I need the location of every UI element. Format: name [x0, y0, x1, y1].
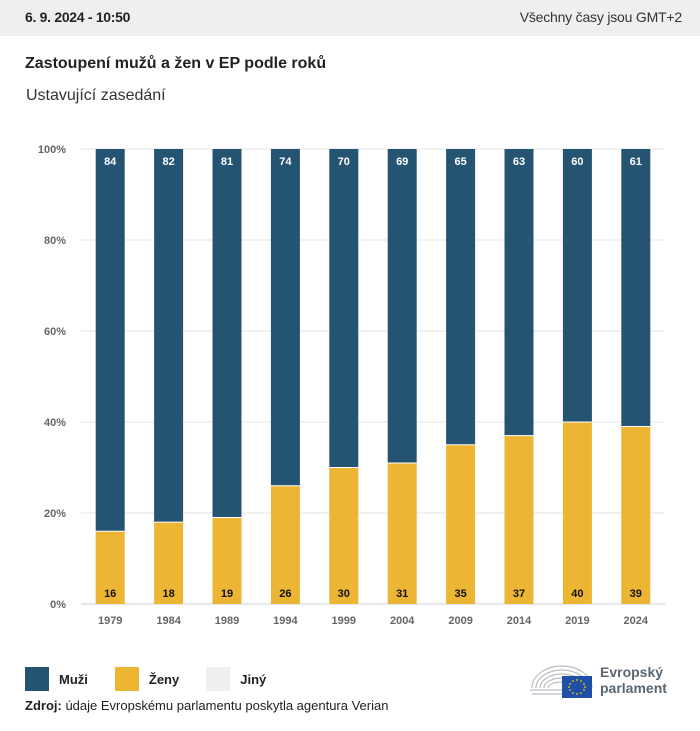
y-tick-label: 60% — [44, 326, 66, 338]
bar-men — [154, 149, 184, 523]
bar-women — [446, 444, 476, 604]
hemicycle-icon — [530, 665, 593, 698]
chart-subtitle: Ustavující zasedání — [26, 87, 166, 104]
data-label-men: 84 — [104, 156, 117, 168]
data-label-men: 69 — [396, 156, 408, 168]
y-tick-label: 40% — [44, 417, 66, 429]
bar-women — [387, 462, 417, 604]
data-label-women: 37 — [513, 588, 525, 600]
data-label-women: 16 — [104, 588, 116, 600]
legend-label-men: Muži — [59, 671, 88, 687]
source-label: Zdroj: — [25, 698, 62, 713]
bar-women — [95, 531, 125, 604]
bar-women — [621, 426, 651, 604]
bar-men — [562, 149, 592, 422]
bar-women — [154, 522, 184, 604]
bar-men — [446, 149, 476, 445]
legend-swatch-women — [114, 667, 139, 691]
y-tick-label: 20% — [44, 508, 66, 520]
legend-item-men[interactable]: Muži — [25, 667, 88, 691]
y-tick-label: 80% — [44, 235, 66, 247]
data-label-women: 31 — [396, 588, 408, 600]
data-label-men: 63 — [513, 156, 525, 168]
datetime: 6. 9. 2024 - 10:50 — [25, 9, 131, 25]
data-label-women: 35 — [454, 588, 466, 600]
bar-women — [270, 485, 300, 604]
y-tick-label: 0% — [50, 599, 66, 611]
data-label-men: 65 — [454, 156, 466, 168]
legend-item-women[interactable]: Ženy — [114, 667, 180, 691]
top-bar: 6. 9. 2024 - 10:50 Všechny časy jsou GMT… — [0, 0, 700, 36]
data-label-women: 40 — [571, 588, 583, 600]
bar-women — [329, 467, 359, 604]
y-tick-label: 100% — [38, 144, 66, 156]
x-tick-label: 2004 — [390, 615, 415, 627]
x-tick-label: 2009 — [448, 615, 472, 627]
bar-men — [212, 149, 242, 518]
legend-label-other: Jiný — [240, 671, 267, 687]
source-text: údaje Evropskému parlamentu poskytla age… — [61, 698, 389, 713]
data-label-women: 39 — [630, 588, 642, 600]
bars — [95, 149, 651, 604]
data-labels: 84 16 82 18 81 19 74 26 70 30 69 31 65 35 63 37 60 40 61 39 — [104, 156, 642, 600]
bar-men — [621, 149, 651, 427]
bar-women — [504, 435, 534, 604]
data-label-men: 70 — [338, 156, 350, 168]
y-axis: 0% 20% 40% 60% 80% 100% — [38, 144, 66, 611]
logo-line-1: Evropský — [600, 664, 664, 680]
x-tick-label: 1979 — [98, 615, 122, 627]
x-tick-label: 1994 — [273, 615, 298, 627]
data-label-men: 82 — [162, 156, 174, 168]
source-note: Zdroj: údaje Evropskému parlamentu posky… — [25, 698, 388, 713]
x-axis: 1979 1984 1989 1994 1999 2004 2009 2014 2019 2024 — [98, 615, 649, 627]
legend-item-other[interactable]: Jiný — [206, 667, 266, 691]
data-label-men: 81 — [221, 156, 233, 168]
bar-men — [329, 149, 359, 468]
timezone-note: Všechny časy jsou GMT+2 — [519, 9, 683, 25]
data-label-women: 18 — [162, 588, 174, 600]
data-label-women: 30 — [338, 588, 350, 600]
legend: Muži Ženy Jiný — [25, 667, 293, 691]
bar-women — [562, 422, 592, 604]
legend-swatch-other — [206, 667, 231, 691]
x-tick-label: 2014 — [507, 615, 532, 627]
x-tick-label: 1989 — [215, 615, 239, 627]
logo-text: Evropský parlament — [600, 664, 667, 696]
data-label-women: 19 — [221, 588, 233, 600]
chart-title: Zastoupení mužů a žen v EP podle roků — [25, 55, 327, 72]
stacked-bar-chart: 84 16 82 18 81 19 74 26 70 30 69 31 65 35 63 37 60 40 61 39… — [38, 144, 665, 627]
legend-swatch-men — [25, 667, 49, 691]
bar-men — [504, 149, 534, 436]
european-parliament-logo: Evropský parlament — [528, 658, 688, 702]
eu-flag-icon — [562, 676, 592, 698]
legend-label-women: Ženy — [148, 671, 180, 687]
x-tick-label: 1999 — [332, 615, 356, 627]
bar-women — [212, 517, 242, 604]
x-tick-label: 2024 — [624, 615, 649, 627]
x-tick-label: 1984 — [156, 615, 181, 627]
x-tick-label: 2019 — [565, 615, 589, 627]
bar-men — [95, 149, 125, 532]
logo-line-2: parlament — [600, 680, 667, 696]
bar-men — [387, 149, 417, 463]
bar-men — [270, 149, 300, 486]
data-label-men: 60 — [571, 156, 583, 168]
data-label-men: 74 — [279, 156, 292, 168]
data-label-men: 61 — [630, 156, 642, 168]
data-label-women: 26 — [279, 588, 291, 600]
